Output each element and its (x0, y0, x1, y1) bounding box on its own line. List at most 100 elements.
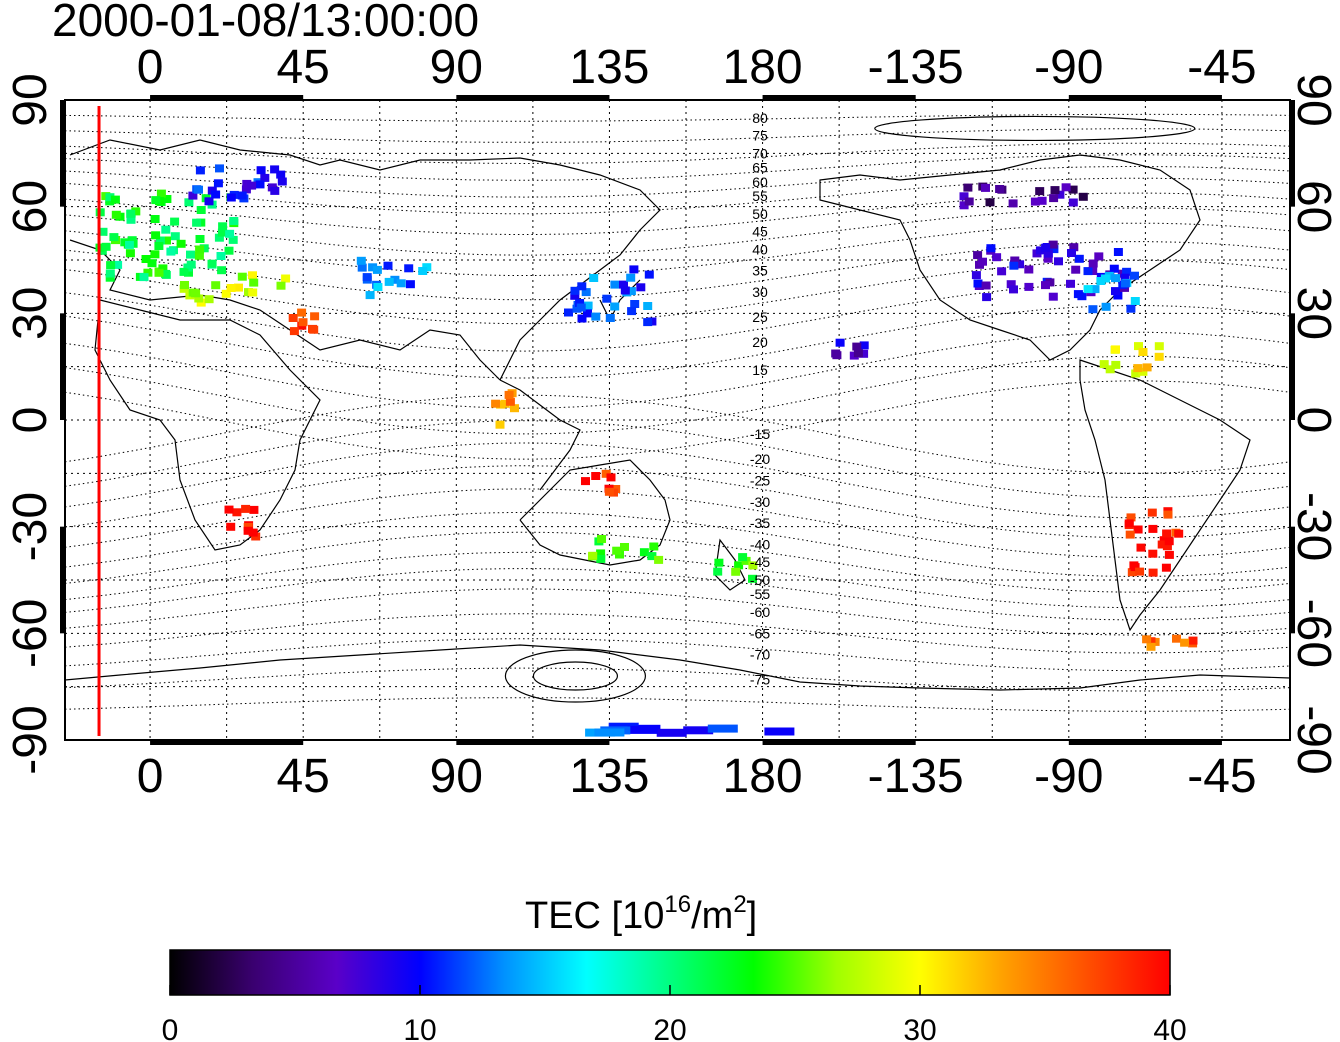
tec-cell (1162, 529, 1172, 538)
tec-cell (1136, 543, 1146, 552)
bottom-lon-label: -45 (1187, 750, 1256, 803)
tec-cell (161, 225, 171, 234)
south-pole-contour (504, 649, 647, 703)
tec-cell (643, 318, 653, 327)
tec-cell (216, 252, 226, 260)
tec-cell (150, 250, 160, 259)
tec-cell (249, 505, 259, 514)
tec-cell (1083, 285, 1093, 294)
right-tick-bar (1290, 526, 1295, 634)
tec-cell (229, 217, 239, 225)
tec-cell (204, 295, 214, 304)
tec-cell (356, 256, 366, 265)
tec-cell (504, 390, 514, 399)
coast-africa (94, 299, 321, 551)
tec-cell (654, 555, 664, 564)
mag-lat-label: -55 (750, 586, 770, 602)
tec-cell (383, 261, 393, 270)
tec-cell (126, 215, 136, 224)
tec-cell (186, 260, 196, 269)
right-lat-label: -90 (1287, 705, 1340, 774)
coastlines (65, 139, 1290, 691)
tec-cell (1066, 279, 1075, 288)
tec-cell (626, 287, 636, 296)
mag-lat-label: -65 (750, 625, 770, 641)
top-lon-label: 45 (276, 41, 329, 94)
tec-cell (234, 283, 243, 292)
bottom-tick-bar (1068, 740, 1222, 745)
tec-cell (192, 218, 202, 227)
coast-antarctica (65, 644, 1290, 691)
tec-cell (365, 291, 375, 300)
mag-lat-label: -50 (750, 572, 770, 588)
tec-cell (170, 232, 180, 241)
tec-cell (105, 193, 115, 202)
tec-cell (270, 186, 280, 195)
tec-cell (124, 240, 134, 249)
coast-europe (69, 139, 661, 381)
tec-cell (126, 209, 136, 218)
tec-cell (184, 198, 194, 207)
tec-cell (1041, 243, 1051, 252)
tec-cell (1133, 525, 1143, 534)
mag-lat-label: -75 (750, 672, 770, 688)
tec-cell (1015, 260, 1025, 269)
tec-cell (1037, 196, 1047, 205)
tec-cell (186, 250, 195, 259)
tec-cell (978, 257, 987, 266)
mag-contour (65, 442, 1290, 519)
tec-cell (368, 263, 378, 272)
tec-cell (1174, 529, 1184, 538)
tec-cell (248, 288, 258, 297)
tec-cell (629, 265, 639, 274)
tec-cell (309, 325, 319, 334)
tec-cell (105, 273, 115, 282)
tec-cell (139, 273, 149, 282)
tec-cell (591, 312, 601, 321)
tec-cell (1069, 243, 1079, 252)
tec-cell (224, 246, 234, 255)
tec-cell (992, 253, 1002, 262)
colorbar-ticks: 0 10 20 30 40 (162, 985, 1187, 1042)
tec-cell (1148, 549, 1158, 558)
tec-cell (195, 245, 205, 254)
colorbar-tick-label: 0 (162, 1014, 179, 1042)
tec-cell (228, 235, 238, 244)
mag-lat-label: 45 (752, 224, 768, 240)
axis-tick-labels: 0045459090135135180180-135-135-90-90-45-… (4, 41, 1340, 803)
top-tick-bar (456, 95, 610, 100)
mag-contour (65, 128, 1290, 143)
left-lat-label: 60 (4, 180, 57, 233)
tec-cell (1135, 567, 1145, 576)
tec-cell (237, 272, 247, 281)
tec-cell (260, 173, 270, 182)
tec-cell (1048, 292, 1058, 301)
tec-cell (1009, 261, 1019, 270)
mag-lat-label: 35 (752, 263, 768, 279)
tec-cell (1111, 287, 1120, 296)
tec-cell (390, 275, 400, 284)
bottom-lon-label: 45 (276, 750, 329, 803)
tec-cell (1105, 365, 1115, 374)
tec-cell (281, 274, 291, 283)
mag-contour (65, 394, 1290, 474)
tec-cell (649, 542, 659, 551)
tec-cell (195, 166, 205, 175)
tec-cell (195, 235, 205, 243)
tec-cell (1049, 245, 1059, 254)
tec-cell (731, 567, 741, 576)
tec-cell (959, 201, 969, 210)
mag-contour (65, 304, 1290, 379)
mag-contour (65, 222, 1290, 276)
mag-lat-label: -15 (750, 426, 770, 442)
tec-cell (1088, 267, 1098, 275)
mag-lat-label: -70 (750, 647, 770, 663)
tec-cell (859, 349, 869, 358)
mag-lat-label: -60 (750, 604, 770, 620)
tec-cell (1008, 199, 1018, 208)
tec-cell (1050, 186, 1060, 195)
tec-cell (707, 724, 738, 733)
tec-cell (596, 549, 606, 558)
tec-cell (194, 294, 204, 303)
tec-cell (151, 231, 161, 240)
